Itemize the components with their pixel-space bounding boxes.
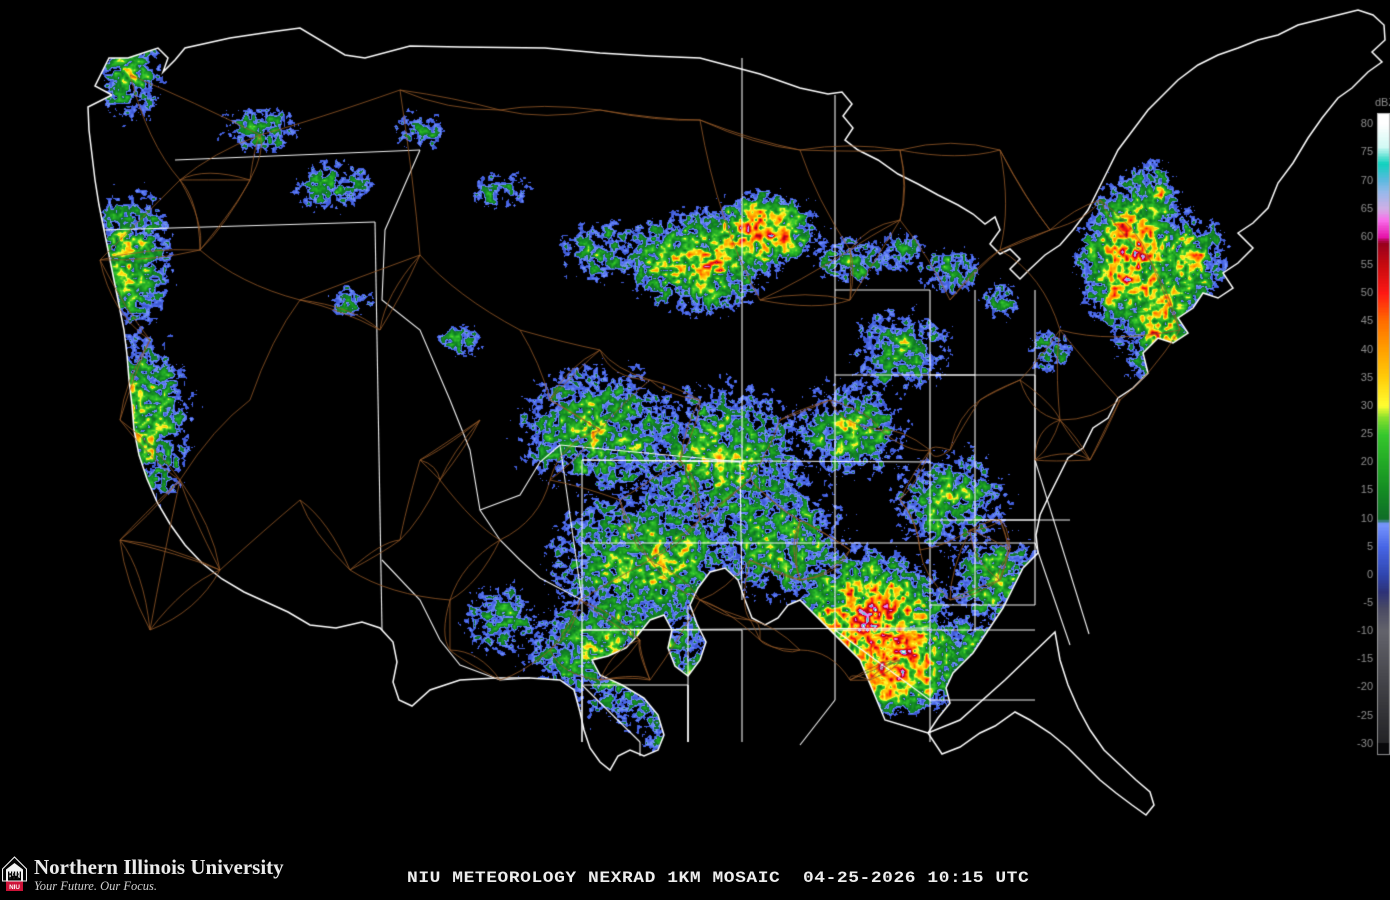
svg-text:NIU: NIU [9, 884, 20, 891]
